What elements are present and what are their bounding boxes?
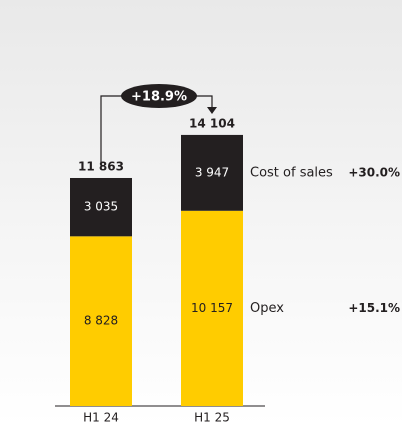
series-change: +30.0%: [348, 165, 400, 179]
total-label: 14 104: [189, 116, 235, 130]
x-tick-label: H1 24: [83, 411, 119, 425]
value-label: 3 947: [195, 165, 229, 179]
total-label: 11 863: [78, 159, 124, 173]
annotation-badge: [121, 84, 197, 108]
value-label: 10 157: [191, 301, 233, 315]
bar-segment: [70, 236, 132, 406]
value-label: 3 035: [84, 200, 118, 214]
bar-segment: [70, 177, 132, 237]
arrow-head: [207, 107, 217, 114]
annotation: +18.9%: [131, 90, 187, 105]
x-tick-label: H1 25: [194, 411, 230, 425]
value-label: 8 828: [84, 314, 118, 328]
bar-segment: [181, 134, 243, 211]
series-name: Opex: [250, 301, 284, 316]
bar-segment: [181, 210, 243, 406]
series-change: +15.1%: [348, 301, 400, 315]
series-name: Cost of sales: [250, 165, 333, 180]
